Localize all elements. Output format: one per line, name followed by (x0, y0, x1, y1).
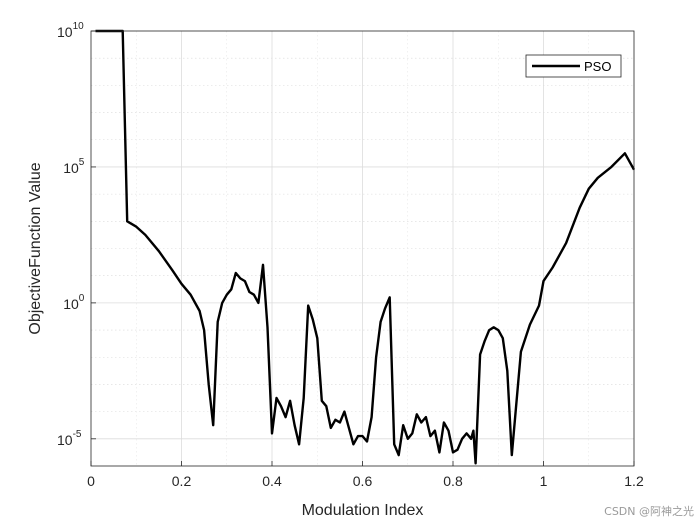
y-tick-label: 10 -5 (57, 429, 82, 448)
watermark-text: CSDN @阿神之光 (604, 504, 694, 518)
legend-label-pso: PSO (584, 59, 611, 74)
y-tick-label: 10 10 (57, 21, 84, 40)
y-tick-base: 10 (63, 160, 79, 176)
x-tick-label: 0.8 (443, 473, 463, 489)
y-tick-exponent: 0 (79, 293, 85, 304)
x-tick-label: 0.6 (353, 473, 373, 489)
x-tick-label: 1.2 (624, 473, 644, 489)
x-tick-label: 0.4 (262, 473, 282, 489)
y-tick-exponent: 10 (73, 21, 85, 32)
x-axis-label: Modulation Index (302, 502, 424, 519)
y-tick-label: 10 5 (63, 157, 85, 176)
y-tick-label: 10 0 (63, 293, 85, 312)
series-layer (95, 29, 636, 465)
y-axis-label: ObjectiveFunction Value (27, 162, 44, 334)
y-tick-base: 10 (63, 296, 79, 312)
series-line-pso (95, 29, 636, 465)
y-tick-exponent: 5 (79, 157, 85, 168)
y-tick-base: 10 (57, 432, 73, 448)
x-tick-label: 0.2 (172, 473, 192, 489)
y-tick-exponent: -5 (73, 429, 82, 440)
x-tick-label: 0 (87, 473, 95, 489)
x-tick-label: 1 (540, 473, 548, 489)
y-tick-base: 10 (57, 24, 73, 40)
legend: PSO (525, 54, 622, 78)
major-grid (91, 31, 634, 466)
x-axis: 0 0.2 0.4 0.6 0.8 1 1.2 (87, 461, 644, 489)
